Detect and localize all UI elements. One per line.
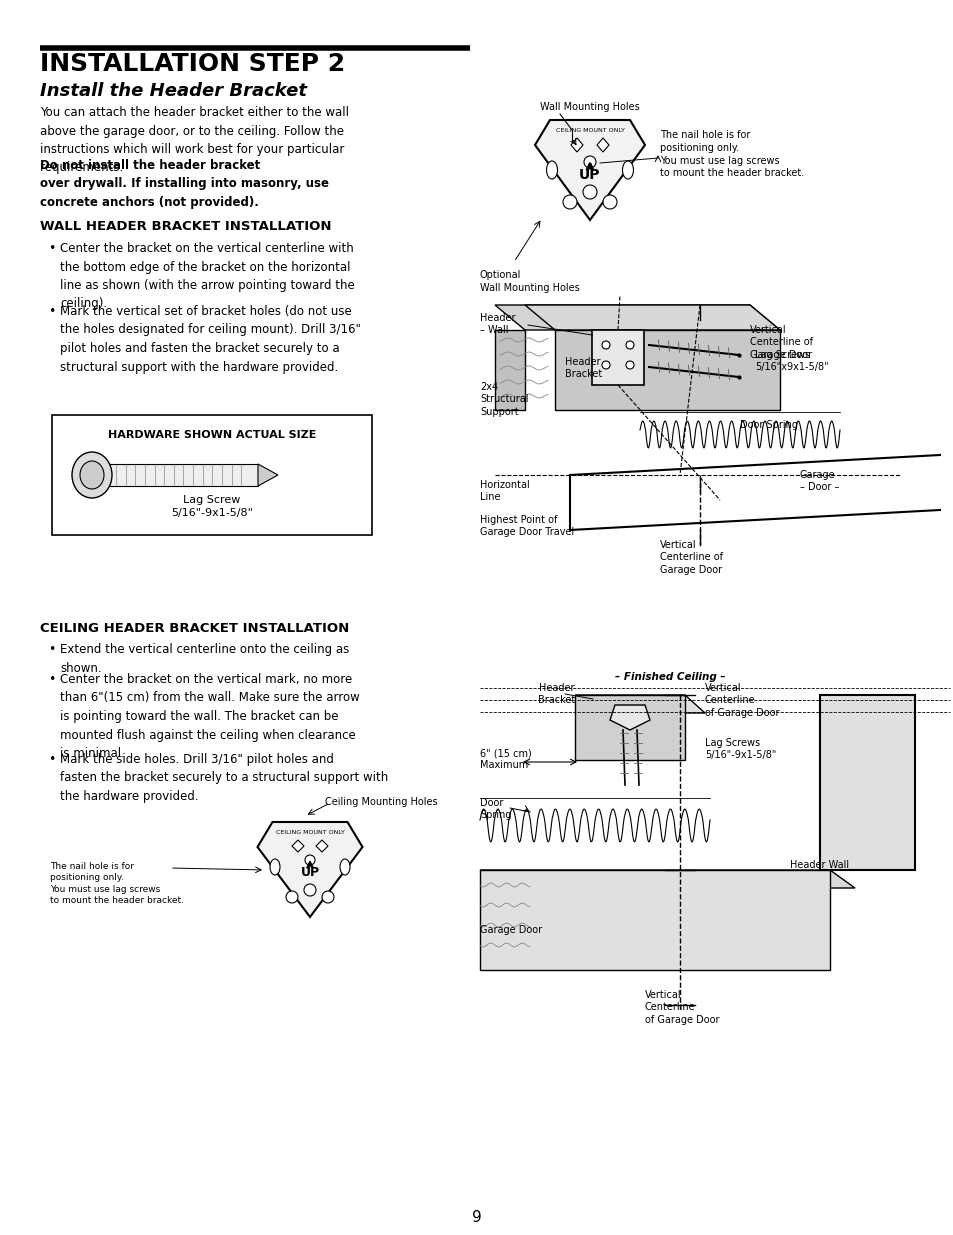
Text: CEILING HEADER BRACKET INSTALLATION: CEILING HEADER BRACKET INSTALLATION (40, 622, 349, 635)
Text: •: • (48, 242, 55, 254)
Text: •: • (48, 305, 55, 317)
Polygon shape (292, 840, 304, 852)
Text: 2x4
Structural
Support: 2x4 Structural Support (479, 382, 528, 416)
Polygon shape (479, 869, 854, 888)
Text: Vertical
Centerline
of Garage Door: Vertical Centerline of Garage Door (644, 990, 719, 1025)
FancyBboxPatch shape (592, 330, 643, 385)
Text: Garage
– Door –: Garage – Door – (800, 471, 839, 493)
Text: 6" (15 cm)
Maximum: 6" (15 cm) Maximum (479, 748, 531, 771)
Ellipse shape (71, 452, 112, 498)
Polygon shape (575, 695, 704, 713)
Text: You can attach the header bracket either to the wall
above the garage door, or t: You can attach the header bracket either… (40, 106, 349, 174)
Text: Mark the side holes. Drill 3/16" pilot holes and
fasten the bracket securely to : Mark the side holes. Drill 3/16" pilot h… (60, 753, 388, 803)
Circle shape (583, 156, 596, 168)
Text: •: • (48, 643, 55, 656)
Text: Highest Point of
Garage Door Travel: Highest Point of Garage Door Travel (479, 515, 574, 537)
Polygon shape (495, 330, 524, 410)
Text: 9: 9 (472, 1210, 481, 1225)
Circle shape (625, 341, 634, 350)
Circle shape (305, 855, 314, 864)
Text: Extend the vertical centerline onto the ceiling as
shown.: Extend the vertical centerline onto the … (60, 643, 349, 674)
Text: – Finished Ceiling –: – Finished Ceiling – (614, 672, 724, 682)
Text: Vertical
Centerline of
Garage Door: Vertical Centerline of Garage Door (749, 325, 812, 359)
Text: UP: UP (578, 168, 600, 182)
Text: Garage Door: Garage Door (479, 925, 541, 935)
Polygon shape (495, 305, 780, 330)
Text: Header
Bracket: Header Bracket (564, 357, 601, 379)
Polygon shape (575, 695, 684, 760)
Polygon shape (257, 464, 277, 487)
Text: UP: UP (300, 866, 319, 878)
Text: Do not install the header bracket
over drywall. If installing into masonry, use
: Do not install the header bracket over d… (40, 159, 329, 209)
Circle shape (562, 195, 577, 209)
Text: Header Wall: Header Wall (789, 860, 848, 869)
Text: Vertical
Centerline
of Garage Door: Vertical Centerline of Garage Door (704, 683, 779, 718)
Text: The nail hole is for
positioning only.
You must use lag screws
to mount the head: The nail hole is for positioning only. Y… (659, 130, 803, 178)
Text: •: • (48, 753, 55, 766)
Circle shape (601, 341, 609, 350)
Polygon shape (479, 869, 829, 969)
Text: •: • (48, 673, 55, 685)
Ellipse shape (622, 161, 633, 179)
Text: HARDWARE SHOWN ACTUAL SIZE: HARDWARE SHOWN ACTUAL SIZE (108, 430, 315, 440)
Polygon shape (524, 305, 780, 330)
Polygon shape (315, 840, 328, 852)
Ellipse shape (270, 860, 280, 876)
Circle shape (286, 890, 297, 903)
Polygon shape (597, 138, 608, 152)
Text: Install the Header Bracket: Install the Header Bracket (40, 82, 307, 100)
Ellipse shape (546, 161, 557, 179)
Text: Lag Screws
5/16"x9x1-5/8": Lag Screws 5/16"x9x1-5/8" (754, 350, 828, 373)
Text: Center the bracket on the vertical mark, no more
than 6"(15 cm) from the wall. M: Center the bracket on the vertical mark,… (60, 673, 359, 760)
Text: Door
Spring: Door Spring (479, 798, 511, 820)
Text: The nail hole is for
positioning only.
You must use lag screws
to mount the head: The nail hole is for positioning only. Y… (50, 862, 184, 905)
Text: CEILING MOUNT ONLY: CEILING MOUNT ONLY (275, 830, 344, 835)
Ellipse shape (339, 860, 350, 876)
Circle shape (322, 890, 334, 903)
Circle shape (304, 884, 315, 897)
Text: Vertical
Centerline of
Garage Door: Vertical Centerline of Garage Door (659, 540, 722, 574)
Circle shape (602, 195, 617, 209)
FancyBboxPatch shape (108, 464, 257, 487)
Text: Optional
Wall Mounting Holes: Optional Wall Mounting Holes (479, 270, 579, 293)
Circle shape (601, 361, 609, 369)
Text: Header
– Wall –: Header – Wall – (479, 312, 516, 336)
Text: Header
Bracket: Header Bracket (537, 683, 575, 705)
Circle shape (625, 361, 634, 369)
Text: Wall Mounting Holes: Wall Mounting Holes (539, 103, 639, 112)
Polygon shape (535, 120, 644, 220)
Text: Lag Screws
5/16"-9x1-5/8": Lag Screws 5/16"-9x1-5/8" (704, 739, 776, 761)
Text: Door Spring: Door Spring (740, 420, 797, 430)
Text: INSTALLATION STEP 2: INSTALLATION STEP 2 (40, 52, 345, 77)
Polygon shape (555, 330, 780, 410)
Polygon shape (820, 695, 914, 869)
Polygon shape (609, 705, 649, 730)
Polygon shape (571, 138, 582, 152)
Text: Lag Screw
5/16"-9x1-5/8": Lag Screw 5/16"-9x1-5/8" (171, 495, 253, 519)
Text: Mark the vertical set of bracket holes (do not use
the holes designated for ceil: Mark the vertical set of bracket holes (… (60, 305, 360, 373)
Ellipse shape (80, 461, 104, 489)
Text: Ceiling Mounting Holes: Ceiling Mounting Holes (325, 797, 437, 806)
Text: Center the bracket on the vertical centerline with
the bottom edge of the bracke: Center the bracket on the vertical cente… (60, 242, 355, 310)
Text: WALL HEADER BRACKET INSTALLATION: WALL HEADER BRACKET INSTALLATION (40, 220, 331, 233)
Text: CEILING MOUNT ONLY: CEILING MOUNT ONLY (555, 128, 624, 133)
FancyBboxPatch shape (52, 415, 372, 535)
Polygon shape (257, 823, 362, 918)
Circle shape (582, 185, 597, 199)
Text: Horizontal
Line: Horizontal Line (479, 480, 529, 503)
